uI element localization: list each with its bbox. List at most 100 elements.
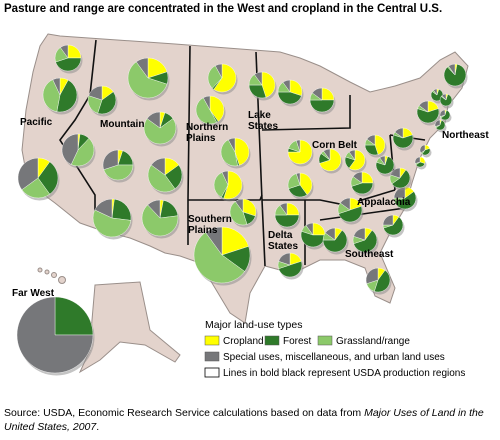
pie-slice xyxy=(61,133,79,165)
title: Pasture and range are concentrated in th… xyxy=(4,3,442,15)
pie-slice xyxy=(338,206,363,223)
region-label-line: States xyxy=(268,241,298,252)
pie-slice xyxy=(322,230,348,253)
pie-slice xyxy=(205,226,223,256)
pie-slice xyxy=(135,57,149,79)
region-label-line: States xyxy=(248,121,278,132)
pie xyxy=(365,267,392,295)
pie-slice xyxy=(97,91,117,115)
pie-slice xyxy=(279,202,288,216)
pie-slice xyxy=(374,134,386,155)
pie-slice xyxy=(254,71,263,86)
region-label-line: Southern xyxy=(188,214,232,225)
pie-slice xyxy=(111,198,132,221)
region-label: Southeast xyxy=(345,249,394,260)
pie-slice xyxy=(277,91,302,105)
pie xyxy=(207,63,238,95)
pie xyxy=(439,93,454,109)
source-italic: Major Uses of Land in the United States,… xyxy=(4,407,484,433)
pie-slice xyxy=(21,177,51,199)
pie-slice xyxy=(391,169,411,189)
region-label-line: Northern xyxy=(186,122,228,133)
pie-slice xyxy=(60,44,69,59)
region-label: Appalachia xyxy=(357,197,411,208)
pie xyxy=(389,167,412,191)
pie xyxy=(147,157,184,195)
region-label-line: Lake xyxy=(248,110,271,121)
pie xyxy=(274,202,301,230)
pie xyxy=(61,133,96,169)
pie-slice xyxy=(312,87,323,101)
pie-slice xyxy=(261,71,276,98)
pie-slice xyxy=(223,170,243,200)
pie-slice xyxy=(220,139,238,167)
pie xyxy=(193,226,252,286)
pie-slice xyxy=(440,109,451,121)
region-label-line: Southeast xyxy=(345,249,394,260)
region-label: Pacific xyxy=(20,117,53,128)
source-prefix: Source: USDA, Economic Research Service … xyxy=(4,407,365,419)
pie-slice xyxy=(274,214,300,228)
pie-slice xyxy=(374,270,391,293)
pie-slice xyxy=(383,216,404,236)
region-label-line: Plains xyxy=(186,133,216,144)
pie-slice xyxy=(278,252,291,266)
hawaii xyxy=(37,267,66,284)
region-label-line: Pacific xyxy=(20,117,53,128)
pie-slice xyxy=(221,170,229,186)
pie-slice xyxy=(52,77,61,96)
legend-label: Grassland/range xyxy=(336,336,410,347)
region-label: Mountain xyxy=(100,119,144,130)
pie-slice xyxy=(278,261,303,278)
pie-slice xyxy=(234,137,250,166)
pie-slice xyxy=(147,164,176,193)
legend: Major land-use types Cropland Forest Grassl… xyxy=(204,319,465,379)
legend-swatch xyxy=(317,335,333,346)
pie-slice xyxy=(88,85,103,101)
pie xyxy=(309,87,336,115)
region-label: Lake States xyxy=(248,110,278,132)
pie xyxy=(287,139,314,167)
region-label-line: Mountain xyxy=(100,119,144,130)
pie xyxy=(300,222,327,250)
region-label-line: Plains xyxy=(188,225,218,236)
legend-swatch xyxy=(204,367,220,378)
pie-slice xyxy=(287,139,313,165)
pie-slice xyxy=(351,182,374,195)
pie-slice xyxy=(195,97,218,125)
pie-slice xyxy=(227,137,236,153)
pie-slice xyxy=(214,63,223,79)
pie xyxy=(229,198,258,228)
pie xyxy=(42,77,79,115)
pie-slice xyxy=(127,61,168,99)
pie-slice xyxy=(229,201,248,226)
pie-slice xyxy=(419,144,426,154)
pie xyxy=(277,79,304,107)
pies xyxy=(16,44,468,376)
pie xyxy=(350,171,375,197)
map: Pasture and range are concentrated in th… xyxy=(4,3,489,379)
region-label: Corn Belt xyxy=(312,140,358,151)
pie xyxy=(434,119,447,133)
pie-slice xyxy=(103,164,134,181)
legend-label: Cropland xyxy=(223,336,264,347)
pie-slice xyxy=(394,127,404,139)
pie-slice xyxy=(56,79,78,113)
pie-slice xyxy=(235,198,244,213)
pie xyxy=(382,214,405,238)
region-label-line: Appalachia xyxy=(357,197,411,208)
pie xyxy=(54,44,83,74)
region-label: Far West xyxy=(12,288,55,299)
pie-slice xyxy=(248,84,267,99)
pie-slice xyxy=(416,108,440,124)
pie-slice xyxy=(433,88,438,96)
pie xyxy=(102,149,135,183)
region-label: Southern Plains xyxy=(188,214,232,236)
pie-slice xyxy=(209,95,225,122)
legend-title: Major land-use types xyxy=(205,319,302,331)
pie-slice xyxy=(392,134,414,149)
pie-slice xyxy=(150,157,166,176)
pie-slice xyxy=(365,267,379,284)
